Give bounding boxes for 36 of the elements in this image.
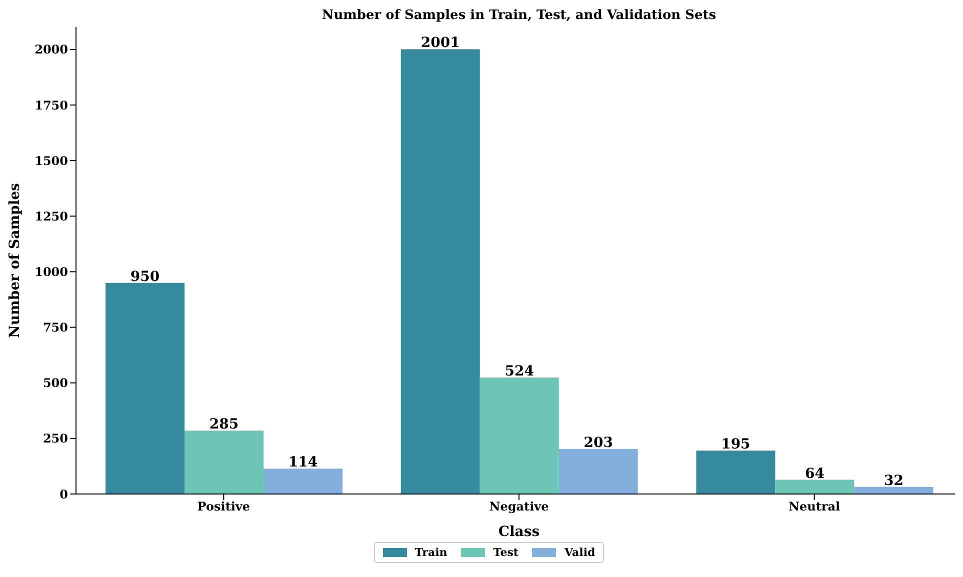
y-axis-title: Number of Samples bbox=[6, 182, 23, 338]
bar bbox=[775, 480, 854, 494]
data-label: 285 bbox=[209, 416, 239, 433]
y-tick-label: 0 bbox=[60, 487, 68, 502]
bar bbox=[696, 450, 776, 494]
y-tick-label: 750 bbox=[42, 320, 68, 335]
legend-label: Train bbox=[414, 546, 448, 559]
bar bbox=[400, 49, 480, 494]
y-tick-label: 500 bbox=[42, 376, 68, 390]
x-tick-label: Neutral bbox=[788, 500, 841, 514]
bar bbox=[558, 448, 638, 494]
data-label: 2001 bbox=[420, 35, 460, 52]
data-label: 203 bbox=[584, 434, 613, 451]
y-tick-label: 1000 bbox=[34, 264, 68, 279]
legend-label: Valid bbox=[564, 546, 596, 559]
chart-title: Number of Samples in Train, Test, and Validation Sets bbox=[320, 8, 718, 23]
bar bbox=[184, 430, 264, 494]
y-tick-label: 250 bbox=[42, 432, 68, 446]
data-label: 195 bbox=[721, 436, 750, 453]
data-label: 64 bbox=[804, 466, 825, 482]
bar bbox=[264, 468, 343, 494]
y-tick-label: 1500 bbox=[34, 154, 68, 168]
data-label: 524 bbox=[504, 364, 534, 380]
bar bbox=[106, 282, 185, 494]
bar bbox=[854, 486, 934, 494]
legend-label: Test bbox=[493, 546, 518, 559]
data-label: 114 bbox=[288, 454, 318, 471]
data-label: 950 bbox=[130, 268, 160, 285]
x-axis-title: Class bbox=[498, 524, 540, 540]
data-label: 32 bbox=[884, 472, 904, 489]
y-tick-label: 2000 bbox=[34, 42, 68, 57]
y-tick-label: 1750 bbox=[34, 98, 68, 112]
x-tick-label: Positive bbox=[197, 500, 250, 514]
bar bbox=[480, 378, 559, 494]
x-tick-label: Negative bbox=[489, 500, 550, 514]
y-tick-label: 1250 bbox=[34, 209, 68, 224]
